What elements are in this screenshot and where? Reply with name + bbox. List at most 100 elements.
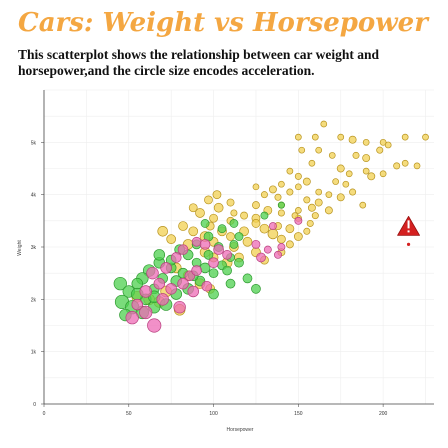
data-point-yellow xyxy=(268,185,277,194)
data-point-yellow xyxy=(413,162,421,170)
data-point-yellow xyxy=(286,188,294,196)
data-point-pink xyxy=(177,277,189,290)
data-point-yellow xyxy=(401,159,409,167)
data-point-yellow xyxy=(267,228,279,240)
x-axis-label: Horsepower xyxy=(227,427,254,433)
data-point-yellow xyxy=(342,180,350,188)
data-point-yellow xyxy=(278,180,285,188)
data-point-pink xyxy=(213,244,224,255)
data-point-yellow xyxy=(252,201,260,210)
data-point-yellow xyxy=(294,183,302,191)
y-tick-label: 3k xyxy=(31,245,37,251)
data-point-yellow xyxy=(298,146,306,154)
data-point-yellow xyxy=(320,120,328,128)
data-point-pink xyxy=(147,318,162,333)
data-point-green xyxy=(225,278,236,289)
data-point-pink xyxy=(222,250,232,260)
data-point-yellow xyxy=(285,224,295,234)
data-point-yellow xyxy=(376,146,384,154)
data-point-yellow xyxy=(324,206,333,215)
data-point-yellow xyxy=(166,234,177,244)
data-point-green xyxy=(242,273,253,284)
data-point-yellow xyxy=(226,198,235,207)
data-point-pink xyxy=(256,252,266,263)
data-point-green xyxy=(229,239,239,249)
data-point-yellow xyxy=(362,167,370,175)
data-point-yellow xyxy=(359,201,367,209)
data-point-yellow xyxy=(311,133,319,141)
data-point-yellow xyxy=(393,162,401,170)
data-point-pink xyxy=(201,280,213,292)
x-tick-label: 0 xyxy=(43,411,46,417)
data-point-yellow xyxy=(362,138,370,146)
data-point-yellow xyxy=(379,170,387,178)
data-point-yellow xyxy=(240,211,249,220)
data-point-yellow xyxy=(285,240,294,249)
data-point-yellow xyxy=(252,183,260,191)
chart-title: Cars: Weight vs Horsepower xyxy=(18,8,428,38)
data-point-yellow xyxy=(277,209,285,217)
data-point-yellow xyxy=(315,146,323,154)
data-point-yellow xyxy=(226,232,235,241)
data-point-green xyxy=(277,201,285,209)
data-point-green xyxy=(113,276,127,291)
data-point-pink xyxy=(146,266,159,280)
warning-triangle-icon xyxy=(397,215,420,246)
data-point-green xyxy=(200,219,210,228)
data-point-green xyxy=(153,249,166,261)
warning-exclamation-bar xyxy=(407,220,410,229)
data-point-yellow xyxy=(212,190,222,200)
data-point-green xyxy=(234,257,244,268)
data-point-green xyxy=(208,268,219,279)
data-point-pink xyxy=(191,265,202,276)
data-point-pink xyxy=(187,285,199,298)
data-point-yellow xyxy=(294,172,302,180)
data-point-yellow xyxy=(325,191,333,199)
data-point-pink xyxy=(263,245,272,254)
x-tick-label: 150 xyxy=(294,411,303,417)
data-point-yellow xyxy=(314,198,323,207)
data-point-yellow xyxy=(332,178,340,185)
data-point-yellow xyxy=(336,164,345,173)
y-axis-label: Weight xyxy=(17,240,23,256)
data-point-yellow xyxy=(251,219,261,228)
data-point-yellow xyxy=(367,172,376,181)
data-point-green xyxy=(260,211,269,220)
data-point-yellow xyxy=(307,203,316,212)
data-point-green xyxy=(208,288,219,300)
data-point-pink xyxy=(199,239,211,250)
data-point-pink xyxy=(131,298,144,311)
y-tick-label: 4k xyxy=(31,193,37,199)
data-point-yellow xyxy=(352,151,360,159)
data-point-pink xyxy=(268,222,277,231)
data-point-pink xyxy=(274,250,282,259)
x-tick-label: 100 xyxy=(209,411,218,417)
y-tick-label: 2k xyxy=(31,297,37,303)
data-point-green xyxy=(229,219,239,228)
data-point-yellow xyxy=(303,196,311,204)
data-point-yellow xyxy=(349,188,357,196)
data-point-green xyxy=(251,284,261,294)
data-point-yellow xyxy=(362,154,371,162)
data-point-yellow xyxy=(204,195,213,205)
x-tick-label: 50 xyxy=(126,411,132,417)
data-point-pink xyxy=(191,236,202,247)
data-point-green xyxy=(217,224,227,234)
data-point-yellow xyxy=(276,234,286,244)
data-points xyxy=(113,120,429,333)
data-point-yellow xyxy=(286,167,294,175)
data-point-yellow xyxy=(337,133,345,141)
axes xyxy=(41,90,434,407)
data-point-yellow xyxy=(259,223,270,234)
data-point-yellow xyxy=(260,191,268,199)
warning-point xyxy=(406,242,411,246)
data-point-pink xyxy=(177,244,189,255)
data-point-yellow xyxy=(195,208,205,218)
x-tick-label: 200 xyxy=(379,411,388,417)
data-point-pink xyxy=(170,252,182,263)
data-point-yellow xyxy=(336,193,345,202)
data-point-pink xyxy=(139,285,152,298)
data-point-pink xyxy=(139,305,153,320)
data-point-yellow xyxy=(291,212,299,219)
